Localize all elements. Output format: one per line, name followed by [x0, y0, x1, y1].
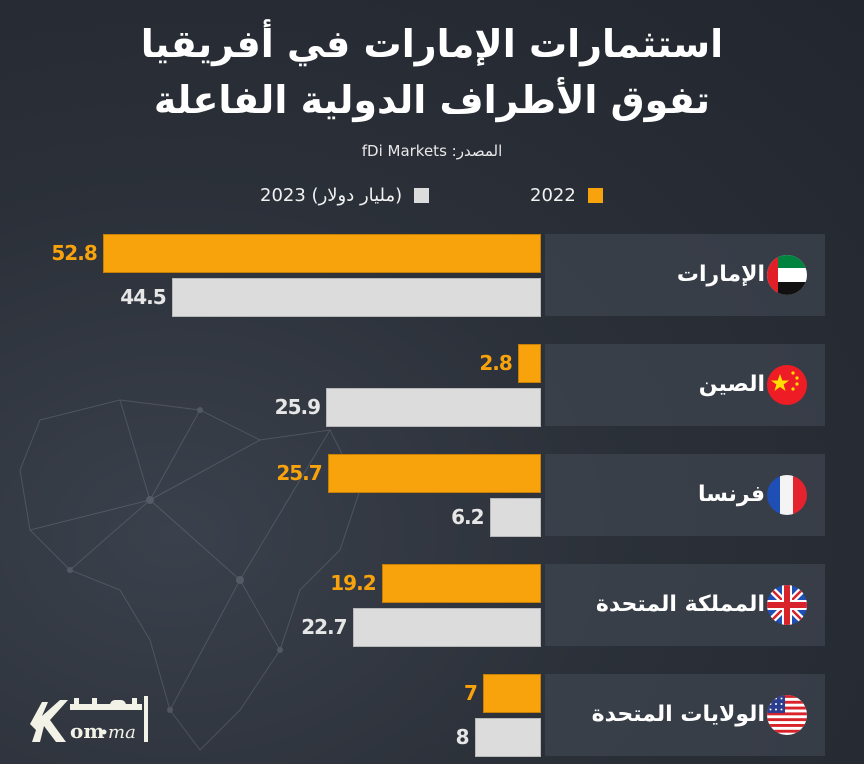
country-panel: الإمارات: [545, 234, 825, 316]
bar-2023: [489, 498, 541, 537]
value-label-2023: 6.2: [451, 505, 484, 529]
country-label: الإمارات: [676, 262, 765, 287]
svg-text:ma: ma: [108, 722, 136, 743]
legend-label-2022: 2022: [530, 184, 576, 206]
country-panel: فرنسا: [545, 454, 825, 536]
legend-label-2023: 2023 (مليار دولار): [260, 184, 403, 206]
value-label-2023: 8: [455, 725, 470, 749]
bar-2023: [326, 388, 541, 427]
legend-item-2022: 2022: [530, 183, 603, 207]
uk-flag-icon: [767, 585, 807, 625]
value-label-2023: 22.7: [301, 615, 347, 639]
bar-2022: [482, 674, 541, 713]
country-panel: المملكة المتحدة: [545, 564, 825, 646]
africa-map-background: [19, 399, 361, 751]
legend-item-2023: 2023 (مليار دولار): [260, 183, 430, 207]
country-label: الولايات المتحدة: [591, 702, 765, 727]
value-label-2023: 25.9: [274, 395, 321, 419]
bar-2022: [381, 564, 541, 603]
source-note: المصدر: fDi Markets: [361, 142, 503, 160]
china-flag-icon: [767, 365, 807, 405]
uae-flag-icon: [767, 255, 807, 295]
value-label-2022: 7: [463, 681, 478, 705]
bar-2023: [352, 608, 541, 647]
bar-2022: [327, 454, 541, 493]
chart-title-line-1: استثمارات الإمارات في أفريقيا: [140, 22, 724, 66]
value-label-2022: 25.7: [276, 461, 322, 485]
bar-2023: [474, 718, 541, 757]
country-label: الصين: [698, 372, 765, 397]
legend-swatch-2023: [414, 187, 430, 203]
legend-swatch-2022: [587, 187, 603, 203]
france-flag-icon: [767, 475, 807, 515]
usa-flag-icon: [767, 695, 807, 735]
country-label: المملكة المتحدة: [595, 592, 765, 617]
svg-text:om: om: [70, 719, 105, 743]
value-label-2023: 44.5: [120, 285, 166, 309]
bar-2022: [517, 344, 541, 383]
chart-title-line-2: تفوق الأطراف الدولية الفاعلة: [153, 78, 711, 122]
value-label-2022: 19.2: [330, 571, 376, 595]
bar-2022: [102, 234, 541, 273]
bar-2023: [171, 278, 541, 317]
country-panel: الولايات المتحدة: [545, 674, 825, 756]
value-label-2022: 52.8: [51, 241, 97, 265]
eqtisad-komma-logo: om ma: [30, 696, 148, 743]
value-label-2022: 2.8: [479, 351, 512, 375]
country-panel: الصين: [545, 344, 825, 426]
country-label: فرنسا: [698, 482, 765, 507]
